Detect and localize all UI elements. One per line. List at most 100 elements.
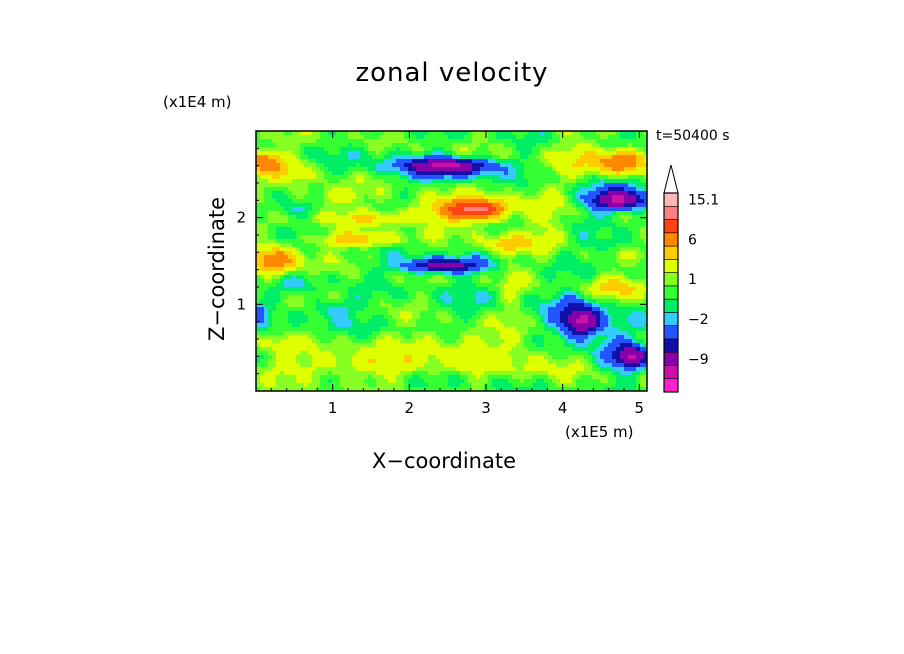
heatmap-cell	[472, 327, 477, 332]
heatmap-cell	[528, 139, 533, 144]
heatmap-cell	[472, 143, 477, 148]
heatmap-cell	[372, 355, 377, 360]
heatmap-cell	[416, 215, 421, 220]
heatmap-cell	[484, 223, 489, 228]
heatmap-cell	[432, 279, 437, 284]
heatmap-cell	[408, 167, 413, 172]
heatmap-cell	[552, 267, 557, 272]
heatmap-cell	[552, 147, 557, 152]
heatmap-cell	[508, 163, 513, 168]
heatmap-cell	[492, 139, 497, 144]
heatmap-cell	[488, 299, 493, 304]
heatmap-cell	[484, 355, 489, 360]
heatmap-cell	[440, 251, 445, 256]
heatmap-cell	[548, 219, 553, 224]
heatmap-cell	[444, 387, 449, 392]
heatmap-cell	[512, 247, 517, 252]
heatmap-cell	[308, 351, 313, 356]
heatmap-cell	[504, 235, 509, 240]
heatmap-cell	[504, 131, 509, 136]
heatmap-cell	[392, 223, 397, 228]
heatmap-cell	[288, 167, 293, 172]
heatmap-cell	[556, 315, 561, 320]
heatmap-cell	[264, 291, 269, 296]
heatmap-cell	[376, 303, 381, 308]
heatmap-cell	[408, 223, 413, 228]
heatmap-cell	[492, 175, 497, 180]
heatmap-cell	[380, 171, 385, 176]
heatmap-cell	[364, 235, 369, 240]
heatmap-cell	[388, 147, 393, 152]
heatmap-cell	[436, 331, 441, 336]
heatmap-cell	[344, 291, 349, 296]
heatmap-cell	[316, 179, 321, 184]
heatmap-cell	[376, 355, 381, 360]
heatmap-cell	[300, 347, 305, 352]
heatmap-cell	[308, 359, 313, 364]
heatmap-cell	[536, 223, 541, 228]
heatmap-cell	[392, 311, 397, 316]
heatmap-cell	[260, 239, 265, 244]
heatmap-cell	[428, 235, 433, 240]
heatmap-cell	[340, 291, 345, 296]
heatmap-cell	[292, 347, 297, 352]
heatmap-cell	[308, 331, 313, 336]
heatmap-cell	[328, 299, 333, 304]
heatmap-cell	[428, 187, 433, 192]
heatmap-cell	[480, 303, 485, 308]
heatmap-cell	[516, 351, 521, 356]
heatmap-cell	[448, 215, 453, 220]
heatmap-cell	[544, 235, 549, 240]
heatmap-cell	[292, 211, 297, 216]
heatmap-cell	[556, 323, 561, 328]
heatmap-cell	[372, 171, 377, 176]
heatmap-cell	[384, 351, 389, 356]
heatmap-cell	[440, 247, 445, 252]
heatmap-cell	[336, 319, 341, 324]
heatmap-cell	[456, 131, 461, 136]
heatmap-cell	[408, 239, 413, 244]
heatmap-cell	[476, 215, 481, 220]
heatmap-cell	[272, 139, 277, 144]
heatmap-cell	[352, 223, 357, 228]
heatmap-cell	[444, 187, 449, 192]
heatmap-cell	[416, 323, 421, 328]
heatmap-cell	[468, 335, 473, 340]
heatmap-cell	[428, 267, 433, 272]
heatmap-cell	[384, 375, 389, 380]
heatmap-cell	[356, 379, 361, 384]
heatmap-cell	[392, 327, 397, 332]
heatmap-cell	[428, 351, 433, 356]
heatmap-cell	[460, 351, 465, 356]
heatmap-cell	[300, 191, 305, 196]
heatmap-cell	[304, 307, 309, 312]
heatmap-cell	[540, 195, 545, 200]
heatmap-cell	[344, 195, 349, 200]
heatmap-cell	[296, 299, 301, 304]
heatmap-cell	[536, 283, 541, 288]
heatmap-cell	[516, 179, 521, 184]
heatmap-cell	[424, 295, 429, 300]
heatmap-cell	[256, 179, 261, 184]
heatmap-cell	[508, 191, 513, 196]
heatmap-cell	[284, 279, 289, 284]
heatmap-cell	[388, 295, 393, 300]
heatmap-cell	[436, 155, 441, 160]
heatmap-cell	[288, 287, 293, 292]
heatmap-cell	[512, 139, 517, 144]
heatmap-cell	[312, 387, 317, 392]
heatmap-cell	[436, 267, 441, 272]
heatmap-cell	[416, 195, 421, 200]
heatmap-cell	[536, 363, 541, 368]
heatmap-cell	[520, 311, 525, 316]
heatmap-cell	[464, 251, 469, 256]
heatmap-cell	[348, 235, 353, 240]
heatmap-cell	[400, 347, 405, 352]
heatmap-cell	[508, 351, 513, 356]
heatmap-cell	[560, 259, 565, 264]
heatmap-cell	[484, 367, 489, 372]
heatmap-cell	[536, 207, 541, 212]
heatmap-cell	[396, 311, 401, 316]
heatmap-cell	[324, 183, 329, 188]
heatmap-cell	[416, 283, 421, 288]
